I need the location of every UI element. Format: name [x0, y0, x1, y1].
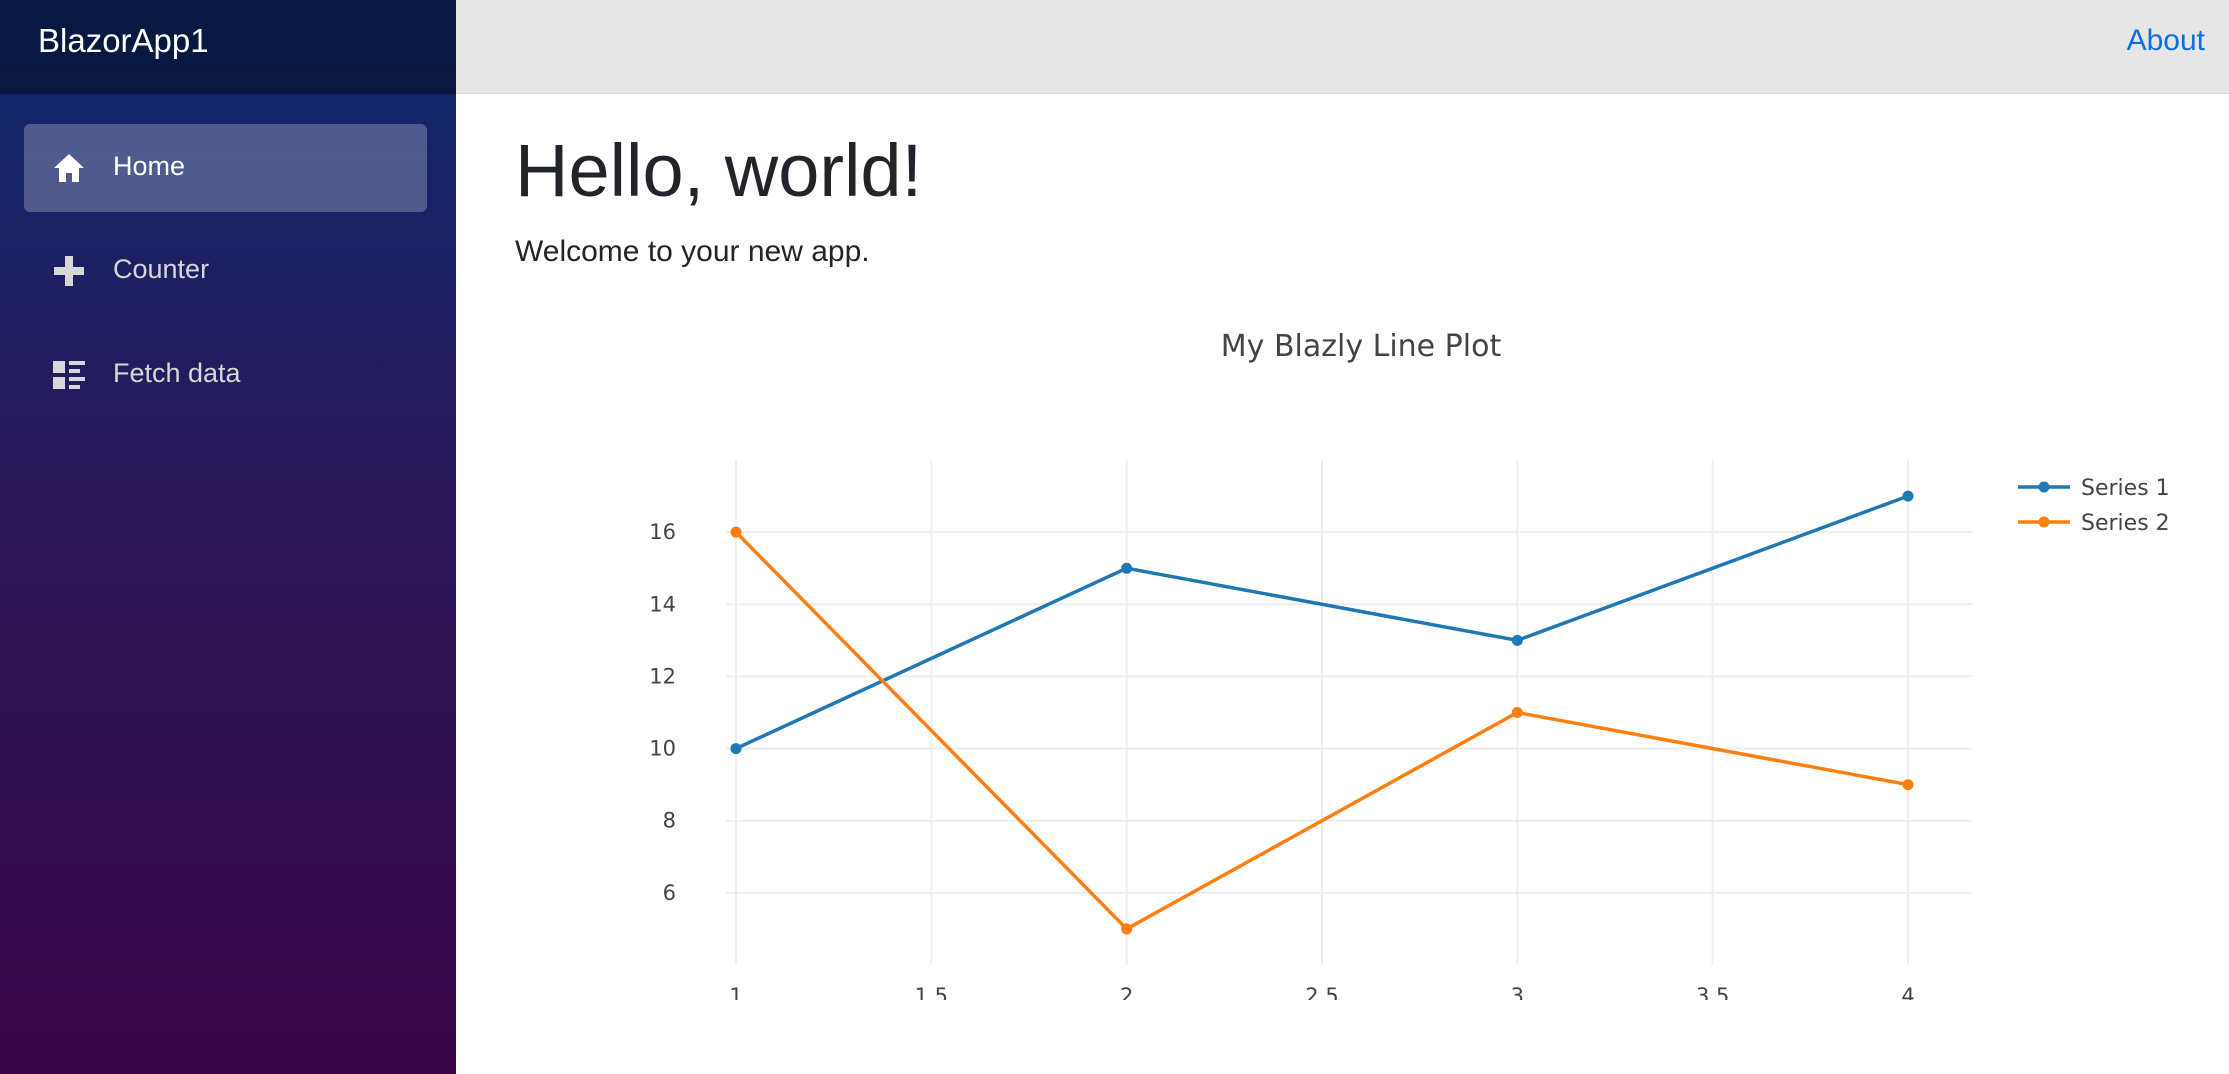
data-point[interactable] [1511, 707, 1523, 718]
legend-marker [2038, 481, 2050, 493]
data-point[interactable] [1902, 779, 1914, 791]
chart-ticks: 1 1.5 2 2.5 3 3.5 4 6 8 10 12 14 16 [649, 520, 1914, 1000]
line-chart[interactable]: My Blazly Line Plot 1 1.5 2 2.5 3 3.5 46810121… [456, 300, 2229, 1000]
series-line[interactable] [735, 494, 1909, 751]
home-icon [54, 154, 84, 182]
legend-marker [2038, 516, 2050, 528]
sidebar: BlazorApp1 Home Counter Fetch data [0, 0, 456, 1074]
app-brand[interactable]: BlazorApp1 [38, 22, 209, 59]
y-tick-label: 6 [663, 881, 676, 905]
data-point[interactable] [1121, 923, 1133, 935]
data-point[interactable] [1121, 562, 1133, 574]
y-tick-label: 16 [649, 520, 676, 544]
sidebar-item-label: Fetch data [113, 358, 241, 388]
chart-legend[interactable]: Series 1 Series 2 [2018, 476, 2170, 536]
brand-bar: BlazorApp1 [0, 0, 456, 94]
legend-label[interactable]: Series 2 [2081, 511, 2170, 536]
chart-title: My Blazly Line Plot [1221, 329, 1502, 364]
page-subtitle: Welcome to your new app. [515, 235, 870, 268]
x-tick-label: 1.5 [915, 984, 948, 1000]
sidebar-item-counter[interactable]: Counter [24, 227, 427, 315]
y-tick-label: 8 [663, 809, 676, 833]
top-bar: About [456, 0, 2229, 94]
x-tick-label: 2.5 [1305, 984, 1338, 1000]
sidebar-item-label: Home [113, 151, 186, 181]
plus-icon [54, 256, 84, 286]
data-point[interactable] [1511, 634, 1523, 646]
x-tick-label: 2 [1120, 984, 1133, 1000]
x-tick-label: 3 [1511, 984, 1524, 1000]
data-point[interactable] [1902, 490, 1914, 502]
y-tick-label: 10 [649, 737, 676, 761]
page-title: Hello, world! [515, 129, 923, 212]
sidebar-item-fetch-data[interactable]: Fetch data [24, 331, 427, 419]
y-tick-label: 14 [649, 592, 676, 616]
legend-label[interactable]: Series 1 [2081, 476, 2170, 501]
sidebar-item-label: Counter [113, 254, 210, 284]
about-link[interactable]: About [2126, 24, 2205, 57]
data-point[interactable] [730, 743, 742, 755]
x-tick-label: 4 [1901, 984, 1914, 1000]
chart-series [730, 490, 1914, 935]
sidebar-item-home[interactable]: Home [24, 124, 427, 212]
x-tick-label: 3.5 [1696, 984, 1729, 1000]
series-line[interactable] [734, 530, 1909, 932]
x-tick-label: 1 [729, 984, 742, 1000]
list-rich-icon [53, 361, 85, 389]
y-tick-label: 12 [649, 664, 676, 688]
data-point[interactable] [730, 526, 742, 538]
